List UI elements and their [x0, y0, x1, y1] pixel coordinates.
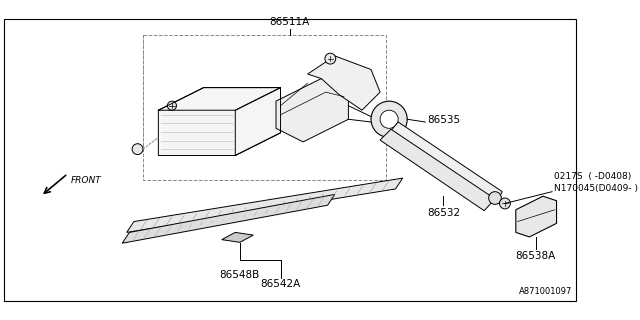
- Circle shape: [489, 192, 501, 204]
- Polygon shape: [516, 196, 557, 237]
- Circle shape: [371, 101, 407, 137]
- Bar: [143, 35, 385, 180]
- Text: FRONT: FRONT: [70, 176, 101, 185]
- Text: 86535: 86535: [427, 115, 460, 125]
- Text: N170045(D0409- ): N170045(D0409- ): [554, 185, 638, 194]
- Polygon shape: [122, 194, 335, 243]
- Text: 86542A: 86542A: [260, 279, 301, 290]
- Text: 86538A: 86538A: [516, 252, 556, 261]
- Circle shape: [132, 144, 143, 155]
- Polygon shape: [221, 232, 253, 242]
- Polygon shape: [308, 56, 380, 110]
- Text: 86548B: 86548B: [220, 270, 260, 280]
- Circle shape: [168, 101, 177, 110]
- Text: 0217S  ( -D0408): 0217S ( -D0408): [554, 172, 631, 181]
- Circle shape: [380, 110, 398, 128]
- Polygon shape: [389, 122, 502, 204]
- Text: A871001097: A871001097: [518, 287, 572, 296]
- Polygon shape: [380, 129, 495, 211]
- Text: 86532: 86532: [427, 208, 460, 218]
- Polygon shape: [276, 78, 348, 142]
- Circle shape: [500, 198, 510, 209]
- Polygon shape: [127, 178, 403, 232]
- Polygon shape: [158, 88, 280, 156]
- Text: 86511A: 86511A: [269, 17, 310, 27]
- Circle shape: [325, 53, 336, 64]
